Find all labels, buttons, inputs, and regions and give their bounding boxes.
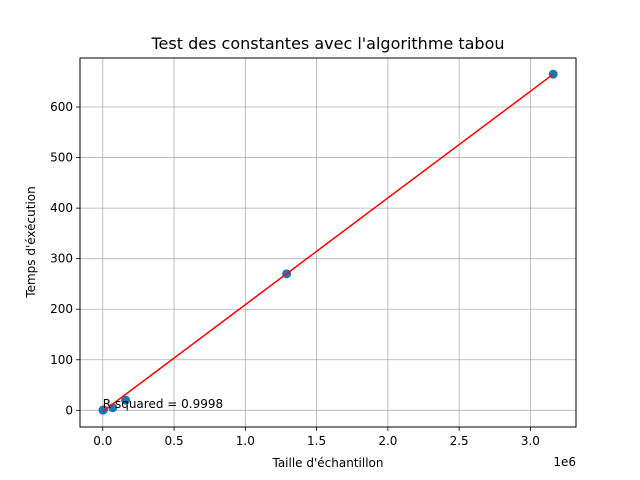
data-point	[121, 395, 131, 405]
y-tick-label: 0	[65, 403, 73, 417]
y-tick-label: 400	[50, 201, 73, 215]
axis-ticks: 0.0 0.5 1.0 1.5 2.0 2.5 3.0 0 100 200 300 400 500 600	[50, 100, 540, 448]
x-tick-label: 1.0	[236, 434, 255, 448]
x-tick-label: 3.0	[521, 434, 540, 448]
x-tick-label: 1.5	[307, 434, 326, 448]
x-tick-label: 2.0	[378, 434, 397, 448]
y-tick-label: 500	[50, 151, 73, 165]
regression-line	[102, 73, 554, 412]
grid	[80, 58, 576, 427]
x-tick-label: 0.5	[165, 434, 184, 448]
plot-data	[98, 69, 558, 415]
y-tick-label: 200	[50, 302, 73, 316]
x-axis-label: Taille d'échantillon	[271, 456, 383, 470]
x-axis-offset-label: 1e6	[553, 455, 576, 469]
chart-title: Test des constantes avec l'algorithme ta…	[151, 34, 505, 53]
x-tick-label: 0.0	[93, 434, 112, 448]
y-tick-label: 600	[50, 100, 73, 114]
plot-frame	[79, 57, 577, 428]
y-tick-label: 100	[50, 353, 73, 367]
r-squared-annotation: R squared = 0.9998	[103, 397, 223, 411]
data-point	[99, 405, 109, 415]
x-tick-label: 2.5	[450, 434, 469, 448]
y-tick-label: 300	[50, 252, 73, 266]
y-axis-label: Temps d'éxécution	[24, 186, 38, 298]
